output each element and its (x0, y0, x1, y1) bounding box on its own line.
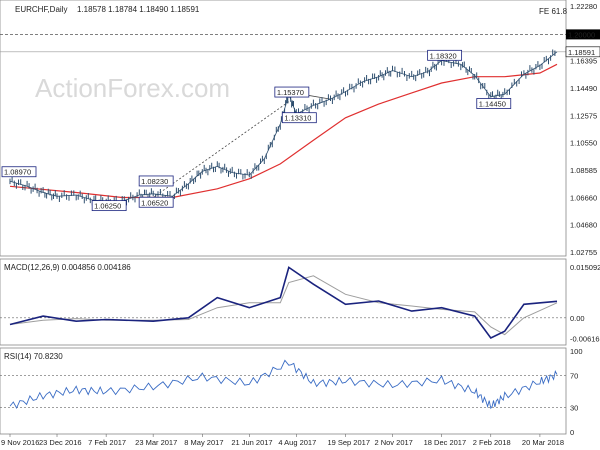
x-axis-label: 8 May 2017 (184, 438, 223, 447)
x-axis-label: 19 Sep 2017 (327, 438, 370, 447)
annotation-label: 1.06250 (94, 202, 121, 211)
x-axis-label: 18 Dec 2017 (424, 438, 467, 447)
x-axis-label: 20 Mar 2018 (522, 438, 564, 447)
macd-line (9, 266, 558, 340)
x-axis-label: 2 Nov 2017 (374, 438, 412, 447)
annotation-label: 1.06520 (141, 198, 168, 207)
macd-panel-frame (0, 258, 567, 346)
x-axis-label: 23 Dec 2016 (39, 438, 82, 447)
x-axis-label: 4 Aug 2017 (278, 438, 316, 447)
level-1-2-badge (566, 29, 600, 40)
x-axis-label: 7 Feb 2017 (88, 438, 126, 447)
rsi-axis-label: 100 (570, 347, 583, 356)
annotation-box (138, 175, 174, 187)
annotation-box (274, 86, 310, 98)
rsi-axis-label: 70 (570, 371, 578, 380)
x-axis-label: 2 Feb 2018 (473, 438, 511, 447)
annotation-label: 1.08230 (141, 177, 168, 186)
price-axis-label: 1.16395 (570, 57, 597, 66)
rsi-label: RSI(14) 70.8230 (4, 352, 63, 361)
annotation-box (281, 112, 317, 124)
price-axis-label: 1.06660 (570, 193, 597, 202)
fe-label: FE 61.8 (539, 7, 568, 16)
rsi-panel-frame (0, 347, 567, 435)
level-1-2-label: 1.20000 (568, 30, 595, 39)
x-axis-label: 9 Nov 2016 (1, 438, 39, 447)
annotation-label: 1.15370 (277, 88, 304, 97)
rsi-axis-label: 0 (570, 428, 574, 437)
price-axis-label: 1.12575 (570, 111, 597, 120)
annotation-box (476, 98, 512, 109)
current-price-badge (565, 46, 600, 58)
macd-label: MACD(12,26,9) 0.004856 0.004186 (4, 263, 131, 272)
price-axis-label: 1.08585 (570, 166, 597, 175)
current-price-label: 1.18591 (568, 48, 595, 57)
x-axis-label: 23 Mar 2017 (135, 438, 177, 447)
annotation-label: 1.08970 (4, 168, 31, 177)
rsi-axis-label: 30 (570, 404, 578, 413)
chart-title: EURCHF,Daily (15, 5, 67, 14)
annotation-box (427, 49, 463, 61)
macd-axis-label: 0.015092 (570, 263, 600, 272)
x-axis-label: 21 Jun 2017 (231, 438, 272, 447)
ohlc-text: 1.18578 1.18784 1.18490 1.18591 (77, 5, 200, 14)
annotation-label: 1.14450 (479, 100, 506, 109)
price-axis-label: 1.14490 (570, 84, 597, 93)
annotation-label: 1.18320 (430, 51, 457, 60)
price-axis-label: 1.04680 (570, 221, 597, 230)
macd-axis-label: -0.006163 (570, 335, 600, 344)
rsi-line (9, 359, 558, 410)
macd-axis-label: 0.00 (570, 314, 585, 323)
annotation-box (138, 196, 174, 208)
annotation-label: 1.13310 (284, 114, 311, 123)
annotation-box (1, 166, 37, 178)
price-axis-label: 1.10550 (570, 139, 597, 148)
price-axis-label: 1.22280 (570, 2, 597, 11)
price-axis-label: 1.02755 (570, 248, 597, 257)
watermark: ActionForex.com (35, 73, 230, 103)
price-panel-frame (0, 0, 567, 257)
annotation-box (91, 200, 127, 212)
